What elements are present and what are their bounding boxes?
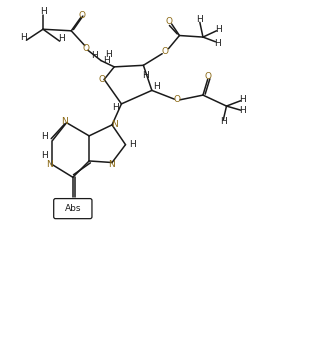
Text: H: H — [214, 39, 220, 48]
Text: O: O — [83, 44, 89, 52]
Text: H: H — [20, 33, 27, 42]
Text: H: H — [239, 95, 246, 104]
Text: N: N — [62, 117, 68, 126]
Text: O: O — [79, 11, 86, 20]
Text: H: H — [220, 117, 227, 126]
Text: H: H — [40, 8, 46, 17]
Text: H: H — [91, 51, 98, 60]
Text: H: H — [103, 56, 110, 65]
Text: O: O — [99, 75, 106, 84]
Text: N: N — [46, 160, 53, 169]
Text: H: H — [59, 34, 65, 43]
Text: H: H — [106, 50, 112, 59]
Text: H: H — [142, 71, 149, 80]
Text: N: N — [108, 160, 115, 169]
Text: O: O — [166, 17, 173, 26]
Text: O: O — [204, 73, 211, 82]
Text: Abs: Abs — [65, 204, 81, 213]
Text: O: O — [162, 47, 169, 56]
Text: N: N — [111, 120, 118, 129]
Text: H: H — [112, 102, 118, 111]
Text: H: H — [153, 82, 160, 91]
Text: H: H — [239, 106, 246, 115]
Text: H: H — [197, 15, 203, 24]
Text: H: H — [41, 132, 48, 141]
Text: H: H — [215, 25, 222, 34]
Text: O: O — [174, 95, 180, 104]
Text: H: H — [129, 140, 136, 149]
Text: H: H — [41, 151, 48, 160]
FancyBboxPatch shape — [54, 198, 92, 219]
